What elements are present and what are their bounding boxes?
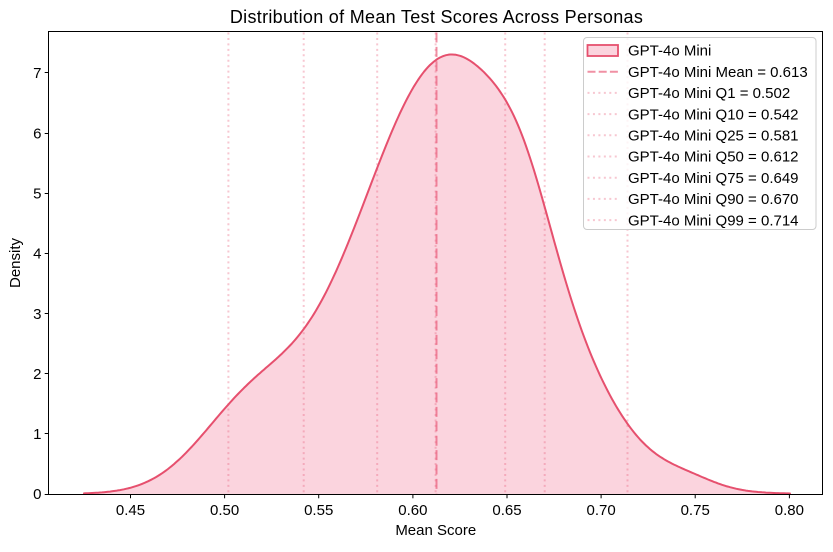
svg-text:0.65: 0.65 — [492, 502, 521, 519]
svg-text:5: 5 — [33, 186, 41, 203]
svg-text:0.60: 0.60 — [398, 502, 427, 519]
svg-text:GPT-4o Mini Q75 = 0.649: GPT-4o Mini Q75 = 0.649 — [628, 170, 799, 187]
svg-text:Density: Density — [7, 237, 24, 288]
svg-text:4: 4 — [33, 246, 41, 263]
svg-text:GPT-4o Mini Q50 = 0.612: GPT-4o Mini Q50 = 0.612 — [628, 149, 799, 166]
svg-text:Mean Score: Mean Score — [395, 522, 476, 539]
svg-text:GPT-4o Mini: GPT-4o Mini — [628, 43, 711, 60]
svg-text:GPT-4o Mini Mean = 0.613: GPT-4o Mini Mean = 0.613 — [628, 64, 808, 81]
svg-text:GPT-4o Mini Q1 = 0.502: GPT-4o Mini Q1 = 0.502 — [628, 85, 790, 102]
svg-text:0.50: 0.50 — [210, 502, 239, 519]
svg-text:GPT-4o Mini Q10 = 0.542: GPT-4o Mini Q10 = 0.542 — [628, 106, 799, 123]
svg-text:6: 6 — [33, 125, 41, 142]
svg-text:GPT-4o Mini Q99 = 0.714: GPT-4o Mini Q99 = 0.714 — [628, 212, 799, 229]
svg-text:0.80: 0.80 — [775, 502, 804, 519]
svg-text:0.75: 0.75 — [681, 502, 710, 519]
svg-text:1: 1 — [33, 426, 41, 443]
svg-text:0: 0 — [33, 486, 41, 503]
svg-text:0.45: 0.45 — [116, 502, 145, 519]
svg-text:7: 7 — [33, 65, 41, 82]
svg-text:GPT-4o Mini Q25 = 0.581: GPT-4o Mini Q25 = 0.581 — [628, 128, 799, 145]
svg-text:3: 3 — [33, 306, 41, 323]
svg-text:0.55: 0.55 — [304, 502, 333, 519]
svg-text:2: 2 — [33, 366, 41, 383]
svg-text:GPT-4o Mini Q90 = 0.670: GPT-4o Mini Q90 = 0.670 — [628, 191, 799, 208]
svg-text:Distribution of Mean Test Scor: Distribution of Mean Test Scores Across … — [230, 7, 643, 27]
svg-text:0.70: 0.70 — [586, 502, 615, 519]
